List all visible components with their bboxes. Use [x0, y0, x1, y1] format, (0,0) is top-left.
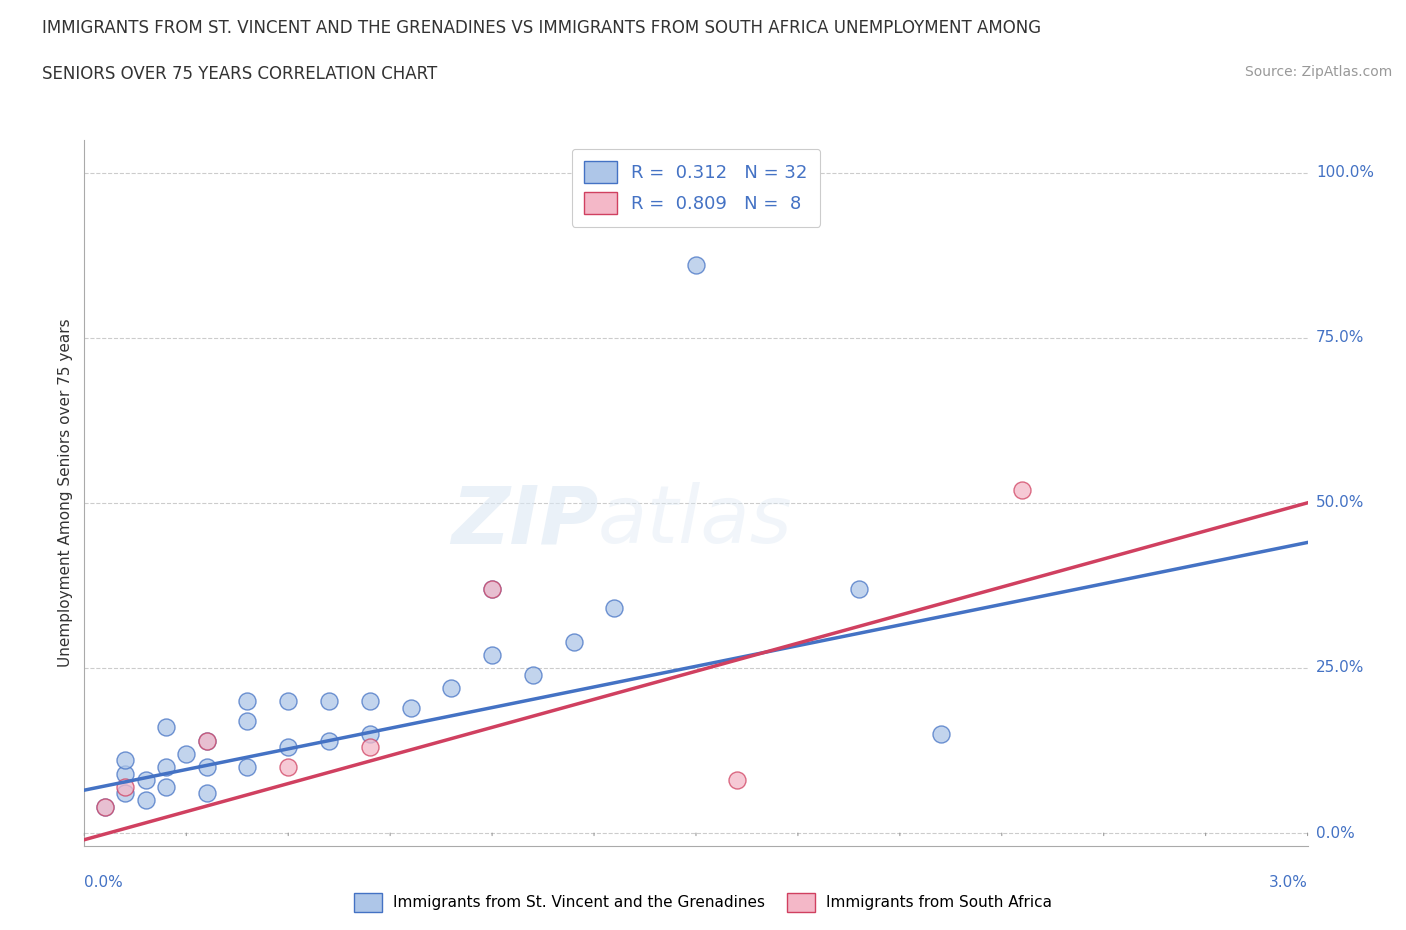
Point	[318, 733, 340, 748]
Point	[93, 799, 115, 814]
Point	[522, 667, 544, 682]
Text: 3.0%: 3.0%	[1268, 874, 1308, 890]
Point	[114, 779, 136, 794]
Point	[359, 739, 381, 754]
Y-axis label: Unemployment Among Seniors over 75 years: Unemployment Among Seniors over 75 years	[58, 319, 73, 667]
Point	[155, 760, 177, 775]
Point	[1011, 482, 1033, 497]
Text: Source: ZipAtlas.com: Source: ZipAtlas.com	[1244, 65, 1392, 79]
Point	[562, 634, 585, 649]
Text: 75.0%: 75.0%	[1316, 330, 1364, 345]
Point	[277, 739, 299, 754]
Point	[929, 726, 952, 741]
Point	[440, 681, 463, 696]
Point	[195, 786, 218, 801]
Text: 100.0%: 100.0%	[1316, 165, 1374, 180]
Point	[685, 258, 707, 272]
Point	[155, 720, 177, 735]
Text: 0.0%: 0.0%	[1316, 826, 1354, 841]
Point	[93, 799, 115, 814]
Point	[848, 581, 870, 596]
Text: atlas: atlas	[598, 482, 793, 560]
Text: ZIP: ZIP	[451, 482, 598, 560]
Point	[135, 773, 157, 788]
Point	[174, 747, 197, 762]
Text: 0.0%: 0.0%	[84, 874, 124, 890]
Point	[114, 766, 136, 781]
Text: IMMIGRANTS FROM ST. VINCENT AND THE GRENADINES VS IMMIGRANTS FROM SOUTH AFRICA U: IMMIGRANTS FROM ST. VINCENT AND THE GREN…	[42, 19, 1042, 36]
Point	[481, 581, 503, 596]
Point	[236, 713, 259, 728]
Point	[359, 726, 381, 741]
Text: 50.0%: 50.0%	[1316, 496, 1364, 511]
Point	[236, 694, 259, 709]
Point	[114, 753, 136, 768]
Point	[236, 760, 259, 775]
Text: SENIORS OVER 75 YEARS CORRELATION CHART: SENIORS OVER 75 YEARS CORRELATION CHART	[42, 65, 437, 83]
Point	[481, 581, 503, 596]
Point	[195, 733, 218, 748]
Point	[277, 694, 299, 709]
Point	[359, 694, 381, 709]
Text: 25.0%: 25.0%	[1316, 660, 1364, 675]
Point	[481, 647, 503, 662]
Point	[155, 779, 177, 794]
Point	[318, 694, 340, 709]
Point	[725, 773, 748, 788]
Point	[114, 786, 136, 801]
Legend: Immigrants from St. Vincent and the Grenadines, Immigrants from South Africa: Immigrants from St. Vincent and the Gren…	[349, 887, 1057, 918]
Point	[277, 760, 299, 775]
Legend: R =  0.312   N = 32, R =  0.809   N =  8: R = 0.312 N = 32, R = 0.809 N = 8	[572, 149, 820, 227]
Point	[399, 700, 422, 715]
Point	[195, 760, 218, 775]
Point	[195, 733, 218, 748]
Point	[603, 601, 626, 616]
Point	[135, 792, 157, 807]
